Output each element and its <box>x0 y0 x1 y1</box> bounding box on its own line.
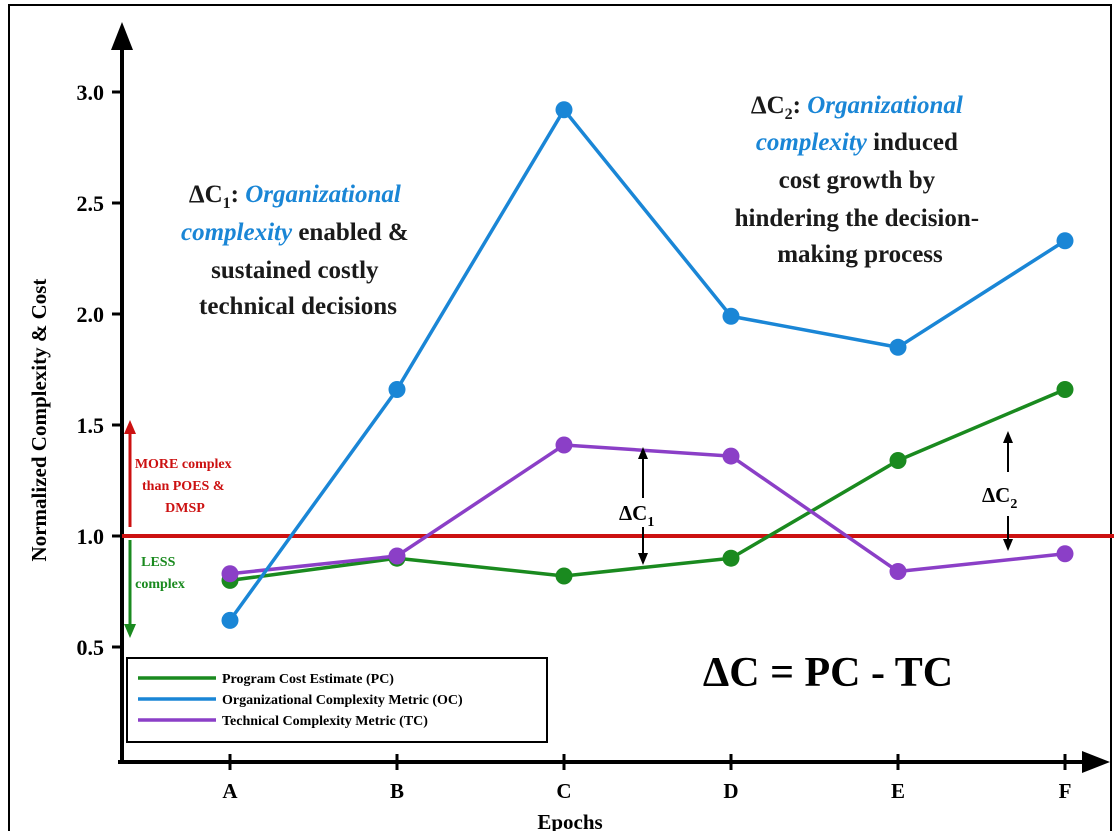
delta-c2-annotation: ΔC2 <box>982 431 1017 551</box>
y-ticks: 0.5 1.0 1.5 2.0 2.5 3.0 <box>77 80 122 660</box>
series-line <box>229 387 1066 583</box>
delta-c1-annotation: ΔC1 <box>619 447 654 565</box>
series-line <box>228 108 1066 622</box>
legend-label: Program Cost Estimate (PC) <box>222 672 394 687</box>
delta-c1-label: ΔC1 <box>619 501 654 530</box>
more-complex-label: MORE complex than POES & DMSP <box>135 457 235 516</box>
series-point <box>1056 232 1074 250</box>
x-axis-label: Epochs <box>537 810 602 831</box>
series-point <box>221 565 239 583</box>
x-tick-label: C <box>556 779 571 803</box>
y-axis-arrow <box>111 22 133 50</box>
legend-label: Organizational Complexity Metric (OC) <box>222 693 463 708</box>
y-tick-label: 0.5 <box>77 635 105 660</box>
x-ticks: A B C D E F <box>222 754 1071 803</box>
formula-label: ΔC = PC - TC <box>703 650 953 696</box>
series-layer <box>221 101 1074 629</box>
figure-border <box>8 4 1112 831</box>
series-point <box>555 436 573 454</box>
series-point <box>555 567 573 585</box>
more-complex-line-3: DMSP <box>165 501 205 516</box>
y-tick-label: 2.0 <box>77 302 105 327</box>
series-point <box>722 549 740 567</box>
delta-c2-label: ΔC2 <box>982 483 1017 512</box>
x-tick-label: A <box>222 779 238 803</box>
more-complex-line-2: than POES & <box>142 479 224 494</box>
more-complex-line-1: MORE complex <box>135 457 232 472</box>
axes <box>111 22 1110 773</box>
x-tick-label: D <box>723 779 738 803</box>
y-tick-label: 1.5 <box>77 413 105 438</box>
series-point <box>1056 380 1074 398</box>
y-tick-label: 2.5 <box>77 191 105 216</box>
callout-delta-c1: ΔC1: Organizational complexity enabled &… <box>181 181 415 320</box>
series-line <box>229 443 1066 576</box>
series-point <box>889 338 907 356</box>
series-point <box>722 447 740 465</box>
callout-delta-c2: ΔC2: Organizational complexity induced c… <box>735 92 986 268</box>
legend: Program Cost Estimate (PC) Organizational… <box>126 657 548 743</box>
series-point <box>889 452 907 470</box>
y-tick-label: 1.0 <box>77 524 105 549</box>
series-point <box>388 380 406 398</box>
series-point <box>388 547 406 565</box>
y-tick-label: 3.0 <box>77 80 105 105</box>
less-complex-line-2: complex <box>135 577 185 592</box>
series-point <box>555 101 573 119</box>
x-tick-label: E <box>891 779 905 803</box>
series-point <box>889 563 907 581</box>
less-complex-line-1: LESS <box>141 555 175 570</box>
y-axis-label: Normalized Complexity & Cost <box>27 279 51 562</box>
more-complex-arrow <box>124 420 136 527</box>
series-point <box>1056 545 1074 563</box>
less-complex-label: LESS complex <box>135 555 185 592</box>
series-point <box>221 611 239 629</box>
x-tick-label: B <box>390 779 404 803</box>
x-axis-arrow <box>1082 751 1110 773</box>
x-tick-label: F <box>1059 779 1072 803</box>
less-complex-arrow <box>124 540 136 638</box>
series-point <box>722 307 740 325</box>
legend-label: Technical Complexity Metric (TC) <box>222 714 428 729</box>
